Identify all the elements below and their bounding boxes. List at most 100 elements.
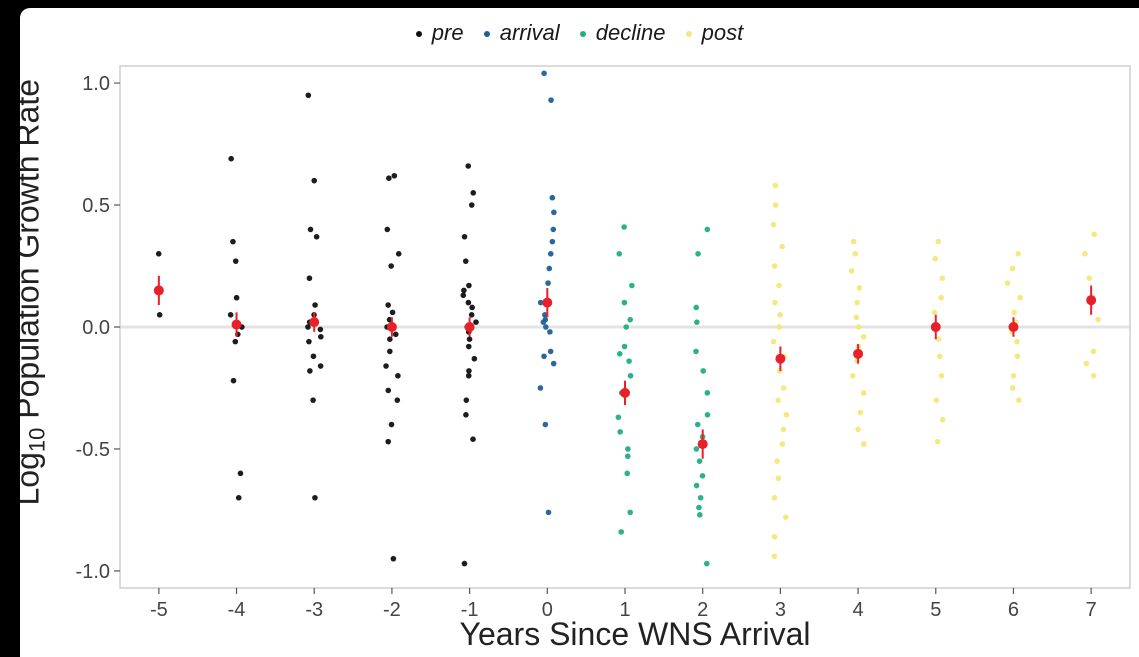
data-point-pre — [461, 560, 468, 567]
data-point-post — [848, 268, 855, 274]
x-tick-label: 3 — [775, 599, 786, 621]
mean-point — [1008, 322, 1019, 332]
data-point-post — [933, 397, 940, 403]
data-point-pre — [312, 302, 318, 308]
mean-point — [231, 319, 242, 330]
data-point-decline — [626, 358, 632, 364]
data-point-pre — [390, 555, 397, 562]
data-point-post — [1016, 397, 1022, 403]
data-point-pre — [384, 226, 391, 233]
data-point-pre — [461, 287, 467, 294]
data-point-decline — [627, 316, 634, 323]
data-point-post — [771, 494, 778, 501]
data-point-post — [852, 251, 859, 257]
data-point-arrival — [542, 312, 548, 318]
data-point-post — [1011, 309, 1018, 316]
data-point-decline — [697, 494, 704, 501]
data-point-decline — [623, 324, 630, 330]
data-point-post — [1014, 353, 1021, 360]
x-tick-label: -3 — [305, 599, 323, 621]
data-point-decline — [621, 343, 628, 350]
data-point-post — [934, 438, 941, 445]
data-point-pre — [155, 251, 162, 257]
data-point-pre — [307, 368, 313, 374]
data-point-arrival — [542, 421, 549, 428]
data-point-pre — [465, 343, 472, 350]
data-point-pre — [230, 238, 236, 245]
data-point-post — [1014, 338, 1020, 345]
data-point-post — [1004, 280, 1011, 286]
data-point-post — [780, 426, 787, 433]
legend-marker-arrival — [483, 31, 490, 38]
data-point-pre — [387, 348, 393, 355]
data-point-decline — [696, 458, 703, 464]
data-point-decline — [704, 226, 711, 233]
data-point-pre — [463, 397, 470, 403]
data-point-post — [772, 299, 778, 306]
data-point-pre — [307, 226, 314, 233]
data-point-post — [856, 285, 863, 291]
data-point-pre — [386, 175, 392, 182]
data-point-pre — [385, 302, 391, 308]
data-point-pre — [156, 312, 163, 318]
data-point-post — [860, 390, 867, 396]
mean-point — [620, 387, 630, 398]
data-point-arrival — [547, 251, 554, 257]
legend-item-arrival: arrival — [483, 20, 560, 46]
data-point-pre — [465, 299, 472, 306]
data-point-pre — [317, 363, 324, 369]
data-point-pre — [394, 397, 401, 403]
chart-figure: pre arrival decline post -1.0 -0.5 0.0 0.5 1… — [20, 8, 1139, 657]
x-tick-label: -4 — [228, 599, 246, 621]
data-point-pre — [460, 292, 467, 299]
data-point-arrival — [549, 194, 556, 201]
x-tick-label: 0 — [542, 599, 553, 621]
data-point-pre — [230, 377, 237, 384]
mean-point — [697, 439, 708, 450]
data-point-post — [854, 299, 861, 306]
data-point-pre — [465, 163, 472, 169]
data-point-arrival — [541, 70, 547, 77]
data-point-pre — [388, 263, 394, 269]
data-point-post — [850, 238, 857, 245]
data-point-pre — [306, 338, 312, 345]
data-point-post — [772, 182, 779, 189]
data-point-pre — [233, 294, 240, 301]
y-tick-label: 0.0 — [82, 317, 110, 339]
legend-marker-pre — [415, 31, 422, 38]
data-point-arrival — [545, 280, 551, 286]
data-point-arrival — [550, 360, 557, 367]
data-point-pre — [392, 331, 399, 338]
data-point-pre — [466, 282, 472, 289]
data-point-arrival — [551, 209, 557, 216]
data-point-arrival — [540, 319, 547, 325]
mean-point — [1086, 295, 1097, 306]
data-point-post — [780, 385, 787, 391]
data-point-post — [775, 397, 781, 403]
data-point-post — [932, 255, 938, 262]
data-point-pre — [463, 412, 469, 418]
data-point-post — [783, 412, 790, 418]
data-point-post — [771, 533, 778, 540]
data-point-decline — [693, 304, 700, 311]
data-point-decline — [696, 504, 702, 511]
data-point-decline — [704, 412, 711, 418]
data-point-decline — [697, 512, 703, 518]
data-point-post — [936, 353, 943, 360]
data-point-arrival — [548, 97, 554, 103]
data-point-decline — [624, 453, 631, 460]
data-point-post — [776, 324, 782, 330]
x-axis-label: Years Since WNS Arrival — [459, 616, 811, 652]
data-point-post — [853, 314, 860, 321]
mean-point — [775, 353, 786, 364]
data-point-decline — [627, 509, 633, 516]
mean-point — [153, 285, 164, 296]
data-point-pre — [313, 233, 320, 240]
data-point-post — [771, 553, 778, 560]
data-point-post — [1086, 275, 1093, 282]
data-point-pre — [385, 387, 392, 394]
data-point-decline — [693, 482, 700, 489]
data-point-pre — [471, 355, 478, 362]
data-point-pre — [388, 421, 395, 428]
data-point-pre — [466, 336, 473, 342]
